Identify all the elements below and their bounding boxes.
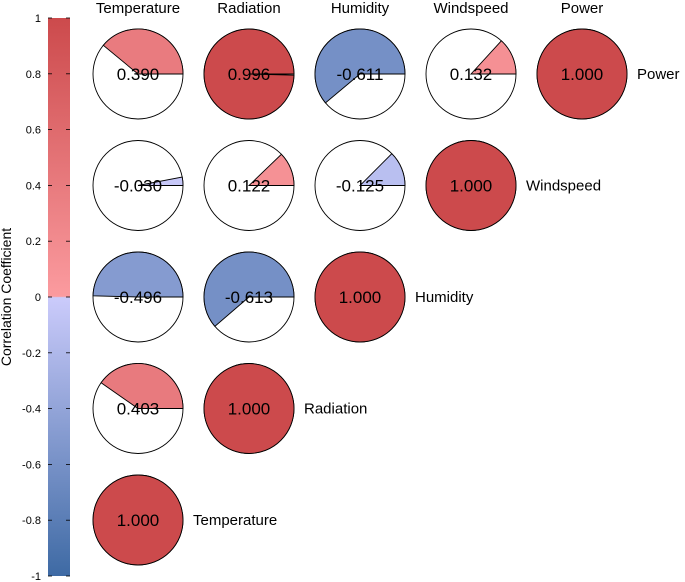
colorbar: 1 0.8 0.6 0.4 0.2 0 -0.2 -0.4 -0.6 -0.8 -1 Correla… (0, 13, 70, 582)
colorbar-tick-label: -0.4 (22, 404, 41, 416)
correlation-value-label: -0.496 (114, 288, 162, 307)
pie-cell: -0.613 (203, 251, 295, 343)
correlation-value-label: 0.122 (228, 177, 271, 196)
pie-cell: -0.496 (92, 251, 184, 343)
pie-slice (100, 363, 184, 409)
pie-cell: 1.000 (536, 28, 628, 120)
pie-cell: 1.000 (314, 251, 406, 343)
pie-cell: 1.000 (203, 363, 295, 454)
colorbar-gradient (48, 18, 70, 576)
pie-slice (425, 140, 517, 231)
row-label-windspeed: Windspeed (526, 178, 601, 195)
row-label-temperature: Temperature (193, 512, 277, 529)
column-header-windspeed: Windspeed (433, 0, 508, 17)
pie-cell: 0.390 (92, 28, 184, 120)
colorbar-tick-label: 0.4 (26, 180, 41, 192)
correlation-value-label: -0.613 (225, 288, 273, 307)
correlation-value-label: 1.000 (228, 400, 271, 419)
pie-slice (314, 251, 406, 343)
row-label-radiation: Radiation (304, 401, 367, 418)
pie-cell: 0.996 (203, 28, 295, 120)
pie-slice (203, 251, 295, 327)
colorbar-ticks: 1 0.8 0.6 0.4 0.2 0 -0.2 -0.4 -0.6 -0.8 -1 (22, 13, 70, 582)
colorbar-tick-label: 0.2 (26, 236, 41, 248)
column-header-humidity: Humidity (331, 0, 390, 17)
row-label-humidity: Humidity (415, 289, 474, 306)
pie-slice (536, 28, 628, 120)
pie-cell: 0.403 (92, 363, 184, 454)
pie-cell: -0.125 (314, 140, 406, 231)
correlation-value-label: -0.125 (336, 177, 384, 196)
row-label-power: Power (637, 66, 680, 83)
pie-slice (203, 28, 295, 120)
pie-cell: 0.122 (203, 140, 295, 231)
correlation-value-label: -0.030 (114, 177, 162, 196)
pie-slice (469, 40, 517, 75)
correlation-value-label: 1.000 (117, 511, 160, 530)
pie-cell: -0.611 (314, 28, 406, 120)
colorbar-tick-label: -0.6 (22, 459, 41, 471)
column-header-temperature: Temperature (96, 0, 180, 17)
colorbar-tick-label: -0.2 (22, 348, 41, 360)
pie-slice (92, 251, 184, 298)
pie-slice (203, 363, 295, 454)
pie-cell: 0.132 (425, 28, 517, 120)
correlation-value-label: 0.403 (117, 400, 160, 419)
correlation-value-label: 0.390 (117, 65, 160, 84)
pie-slice (137, 176, 184, 186)
pie-slice (358, 153, 406, 186)
column-header-power: Power (561, 0, 604, 17)
pie-cell: 1.000 (425, 140, 517, 231)
pie-cell: 1.000 (92, 474, 184, 566)
pie-slice (314, 28, 406, 104)
correlation-value-label: 1.000 (561, 65, 604, 84)
correlation-value-label: -0.611 (337, 65, 384, 84)
pie-cell: -0.030 (92, 140, 184, 231)
correlation-value-label: 0.132 (450, 65, 493, 84)
column-headers: Temperature Radiation Humidity Windspeed Pow… (96, 0, 603, 17)
pie-cells: 0.390 0.996 -0.611 0.132 1.000 Power -0.030 0.1… (92, 28, 680, 566)
pie-slice (247, 153, 295, 186)
colorbar-tick-label: 0 (35, 292, 41, 304)
colorbar-tick-label: 1 (35, 13, 41, 25)
colorbar-tick-label: 0.8 (26, 69, 41, 81)
colorbar-tick-label: -0.8 (22, 515, 41, 527)
column-header-radiation: Radiation (217, 0, 280, 17)
correlation-value-label: 0.996 (228, 65, 271, 84)
correlation-value-label: 1.000 (450, 177, 493, 196)
colorbar-tick-label: 0.6 (26, 125, 41, 137)
colorbar-title: Correlation Coefficient (0, 228, 14, 366)
pie-slice (102, 28, 184, 75)
pie-slice (92, 474, 184, 566)
correlation-value-label: 1.000 (339, 288, 382, 307)
colorbar-tick-label: -1 (31, 571, 41, 582)
